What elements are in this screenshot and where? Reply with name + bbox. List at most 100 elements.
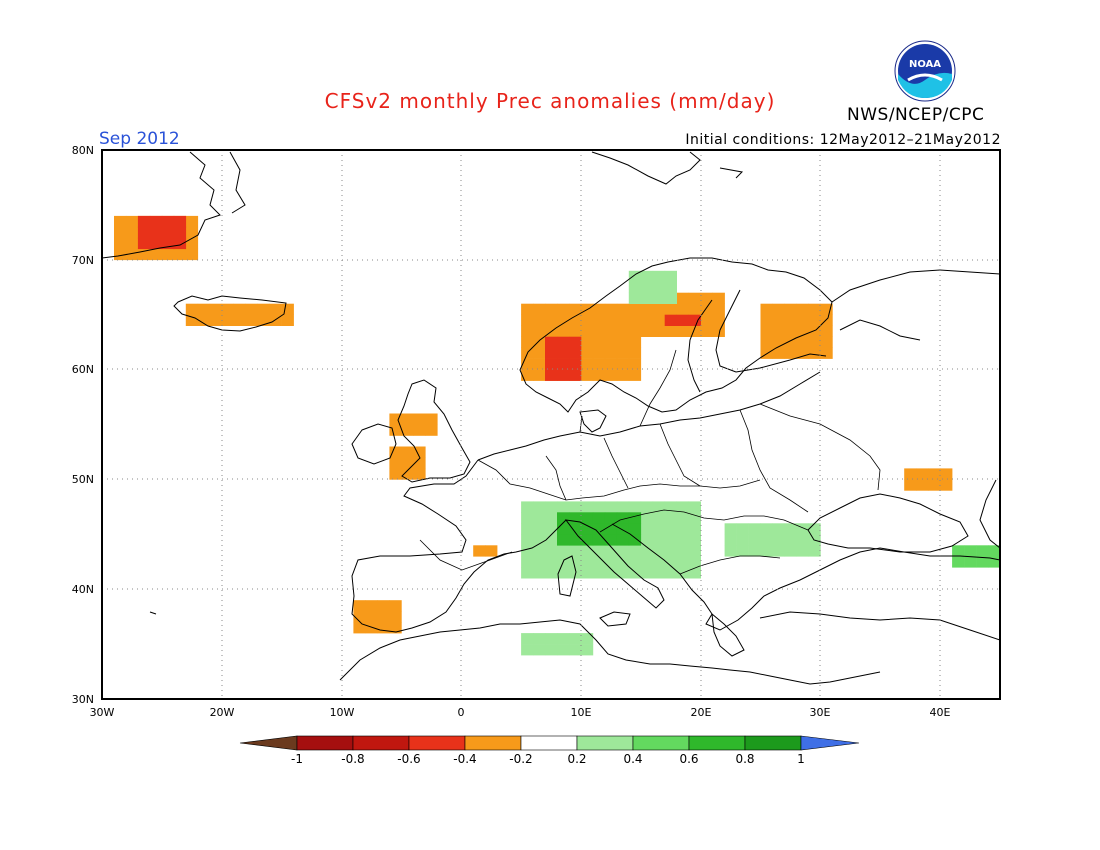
anomaly-cell <box>533 523 546 535</box>
anomaly-cell <box>545 347 558 359</box>
anomaly-cell <box>521 314 534 326</box>
anomaly-cell <box>784 314 797 326</box>
colorbar-tick: -0.2 <box>509 752 532 766</box>
anomaly-cell <box>533 556 546 568</box>
anomaly-cell <box>712 292 725 304</box>
anomaly-cell <box>664 534 677 546</box>
anomaly-cell <box>353 611 366 623</box>
anomaly-cell <box>772 523 785 535</box>
anomaly-cell <box>940 468 953 480</box>
anomaly-cell <box>652 512 666 524</box>
anomaly-cell <box>592 369 606 381</box>
anomaly-cell <box>569 369 582 381</box>
anomaly-cell <box>784 336 797 348</box>
anomaly-cell <box>760 303 773 315</box>
anomaly-cell <box>221 303 234 315</box>
anomaly-cell <box>796 534 809 546</box>
anomaly-cell <box>269 314 282 326</box>
anomaly-cell <box>616 534 630 546</box>
anomaly-cell <box>652 545 666 557</box>
anomaly-cell <box>628 336 642 348</box>
lat-label: 30N <box>72 693 94 706</box>
anomaly-cell <box>688 501 701 513</box>
colorbar-bin <box>408 735 466 751</box>
anomaly-cell <box>580 556 594 568</box>
anomaly-cell <box>161 237 175 250</box>
anomaly-cell <box>592 325 606 337</box>
anomaly-cell <box>664 512 677 524</box>
colorbar-tick: 0.6 <box>679 752 698 766</box>
anomaly-cell <box>545 303 558 315</box>
anomaly-cell <box>904 468 917 480</box>
anomaly-cell <box>808 545 821 557</box>
anomaly-cell <box>604 325 618 337</box>
anomaly-cell <box>652 567 666 579</box>
anomaly-cell <box>760 325 773 337</box>
anomaly-cell <box>557 567 570 579</box>
anomaly-cell <box>209 303 223 315</box>
colorbar-bin <box>296 735 354 751</box>
anomaly-cell <box>640 567 654 579</box>
anomaly-cell <box>604 556 618 568</box>
lon-label: 30W <box>90 706 115 719</box>
anomaly-cell <box>628 358 642 370</box>
anomaly-cell <box>772 336 785 348</box>
anomaly-cell <box>545 336 558 348</box>
anomaly-cell <box>652 556 666 568</box>
anomaly-cell <box>173 248 187 261</box>
anomaly-cell <box>652 303 666 315</box>
anomaly-cell <box>760 523 773 535</box>
anomaly-cell <box>676 501 689 513</box>
anomaly-cell <box>688 567 701 579</box>
anomaly-cell <box>712 303 725 315</box>
anomaly-cell <box>664 281 677 294</box>
anomaly-cell <box>700 303 713 315</box>
anomaly-cell <box>688 523 701 535</box>
anomaly-cell <box>664 567 677 579</box>
anomaly-cell <box>580 644 594 656</box>
anomaly-cell <box>592 303 606 315</box>
anomaly-cell <box>401 457 414 469</box>
anomaly-cell <box>580 336 594 348</box>
anomaly-cell <box>125 237 139 250</box>
anomaly-cell <box>652 523 666 535</box>
anomaly-cell <box>652 534 666 546</box>
anomaly-cell <box>557 534 570 546</box>
anomaly-cell <box>628 534 642 546</box>
anomaly-cell <box>389 468 402 480</box>
anomaly-cell <box>712 314 725 326</box>
anomaly-cell <box>353 622 366 634</box>
anomaly-cell <box>664 523 677 535</box>
anomaly-cell <box>736 523 749 535</box>
anomaly-cell <box>964 545 977 557</box>
anomaly-cell <box>137 237 151 250</box>
anomaly-cell <box>569 534 582 546</box>
anomaly-cell <box>580 347 594 359</box>
anomaly-cell <box>533 534 546 546</box>
anomaly-cell <box>904 479 917 491</box>
anomaly-cell <box>365 622 378 634</box>
anomaly-cell <box>580 314 594 326</box>
anomaly-cell <box>688 534 701 546</box>
anomaly-cell <box>173 237 187 250</box>
anomaly-cell <box>521 336 534 348</box>
anomaly-cell <box>688 545 701 557</box>
anomaly-cell <box>533 369 546 381</box>
anomaly-cell <box>916 479 929 491</box>
colorbar-tick: 0.8 <box>735 752 754 766</box>
anomaly-cell <box>784 303 797 315</box>
anomaly-cell <box>688 512 701 524</box>
anomaly-cell <box>413 424 426 436</box>
anomaly-cell <box>425 413 438 425</box>
anomaly-cell <box>161 248 175 261</box>
anomaly-cell <box>760 534 773 546</box>
anomaly-cell <box>664 556 677 568</box>
anomaly-cell <box>185 314 199 326</box>
anomaly-cell <box>772 303 785 315</box>
lon-label: 20W <box>210 706 235 719</box>
anomaly-cell <box>557 347 570 359</box>
anomaly-cell <box>413 457 426 469</box>
colorbar-tick: -0.6 <box>397 752 420 766</box>
anomaly-cell <box>592 545 606 557</box>
